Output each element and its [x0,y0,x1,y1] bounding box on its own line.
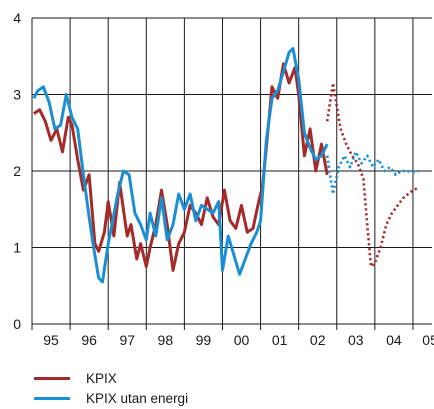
legend-item-kpix-utan-energi: KPIX utan energi [34,388,188,408]
y-tick-label: 0 [13,316,21,332]
legend-swatch-kpix-utan-energi [34,396,70,400]
x-tick-label: 01 [272,332,288,348]
y-tick-label: 3 [13,87,21,103]
series-line-2 [32,47,329,284]
legend: KPIX KPIX utan energi [34,368,188,408]
series-line-1-forecast [325,81,420,268]
x-tick-label: 96 [81,332,97,348]
y-tick-label: 4 [13,10,21,26]
legend-swatch-kpix [34,376,70,380]
x-tick-label: 97 [119,332,135,348]
legend-label-kpix: KPIX [86,370,117,386]
x-tick-label: 04 [386,332,402,348]
legend-label-kpix-utan-energi: KPIX utan energi [86,390,189,406]
x-tick-label: 99 [196,332,212,348]
x-tick-label: 98 [158,332,174,348]
legend-item-kpix: KPIX [34,368,188,388]
x-tick-label: 00 [234,332,250,348]
x-tick-label: 95 [43,332,59,348]
series-line-3-forecast [325,150,420,196]
x-tick-label: 05 [422,332,434,348]
axes [31,17,432,330]
x-tick-label: 03 [348,332,364,348]
y-tick-label: 1 [13,240,21,256]
y-tick-label: 2 [13,163,21,179]
grid [32,17,432,324]
series-lines [32,47,420,284]
x-tick-label: 02 [310,332,326,348]
